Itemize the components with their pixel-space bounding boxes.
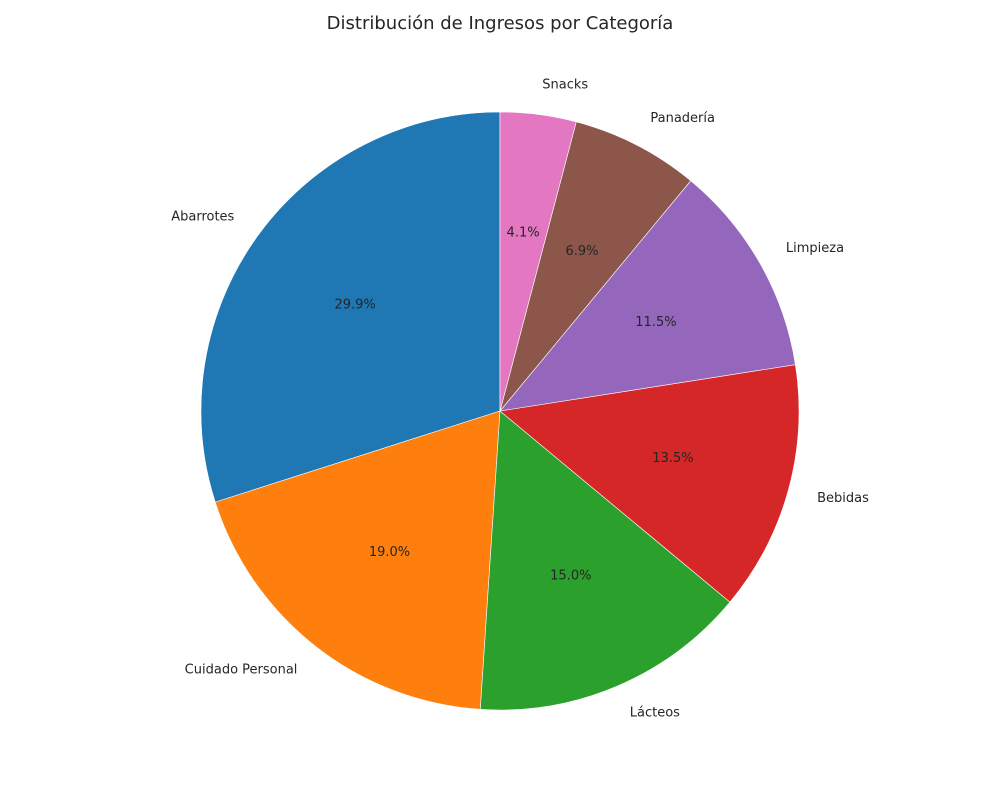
pie-slice-3 bbox=[499, 364, 800, 603]
slice-label-0: Abarrotes bbox=[171, 210, 234, 225]
slice-percent-2: 15.0% bbox=[550, 568, 591, 583]
slice-percent-0: 29.9% bbox=[334, 298, 375, 313]
pie-slices bbox=[200, 111, 800, 711]
pie-slice-4 bbox=[499, 180, 796, 412]
slice-percent-1: 19.0% bbox=[369, 545, 410, 560]
pie-slice-6 bbox=[499, 111, 577, 412]
slice-label-2: Lácteos bbox=[630, 706, 680, 721]
chart-title: Distribución de Ingresos por Categoría bbox=[327, 13, 674, 34]
slice-label-5: Panadería bbox=[650, 111, 715, 126]
slice-label-3: Bebidas bbox=[817, 491, 869, 506]
slice-label-6: Snacks bbox=[542, 77, 588, 92]
slice-percent-4: 11.5% bbox=[635, 315, 676, 330]
pie-slice-5 bbox=[499, 121, 692, 412]
slice-percent-6: 4.1% bbox=[507, 226, 540, 241]
slice-percent-5: 6.9% bbox=[566, 244, 599, 259]
pie-labels: Abarrotes 29.9% Cuidado Personal 19.0% Lácte… bbox=[171, 77, 869, 720]
pie-slice-1 bbox=[214, 410, 501, 710]
slice-label-1: Cuidado Personal bbox=[185, 663, 298, 678]
pie-slice-2 bbox=[479, 410, 731, 711]
slice-percent-3: 13.5% bbox=[652, 451, 693, 466]
slice-label-4: Limpieza bbox=[786, 241, 844, 256]
pie-slice-0 bbox=[200, 111, 501, 503]
